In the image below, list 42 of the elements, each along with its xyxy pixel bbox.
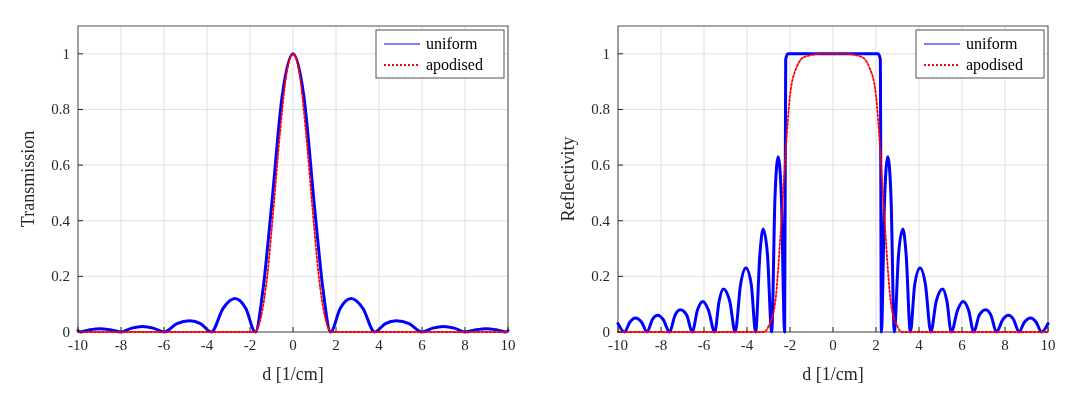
x-tick-label: 2 — [332, 337, 340, 353]
x-axis-title: d [1/cm] — [262, 364, 324, 384]
x-tick-label: 8 — [461, 337, 469, 353]
x-tick-label: -2 — [243, 337, 257, 353]
x-tick-label: -8 — [114, 337, 128, 353]
x-tick-label: 10 — [1040, 337, 1056, 353]
y-tick-label: 0.6 — [591, 157, 611, 174]
x-tick-label: 4 — [375, 337, 384, 353]
y-tick-label: 0.8 — [51, 101, 70, 118]
x-tick-label: -8 — [654, 337, 668, 353]
x-tick-label: 0 — [289, 337, 297, 353]
x-tick-label: 4 — [915, 337, 924, 353]
y-tick-label: 0 — [62, 324, 70, 340]
y-tick-label: 0.6 — [51, 157, 71, 174]
y-tick-label: 0.2 — [51, 268, 70, 285]
x-tick-label: 6 — [958, 337, 967, 353]
y-tick-label: 1 — [62, 45, 70, 62]
legend-label: apodised — [426, 56, 483, 74]
x-tick-label: 10 — [500, 337, 516, 353]
x-tick-label: -10 — [68, 337, 88, 353]
legend-label: apodised — [966, 56, 1023, 74]
x-tick-label: -6 — [157, 337, 171, 353]
y-tick-label: 1 — [602, 45, 610, 62]
x-tick-label: 2 — [872, 337, 880, 353]
legend-label: uniform — [426, 35, 479, 52]
x-tick-label: -4 — [740, 337, 754, 353]
x-tick-label: 0 — [829, 337, 837, 353]
legend-label: uniform — [966, 35, 1019, 52]
y-axis-title: Transmission — [18, 130, 38, 228]
x-tick-label: 8 — [1001, 337, 1009, 353]
x-tick-label: -10 — [608, 337, 628, 353]
x-tick-label: -6 — [697, 337, 711, 353]
y-tick-label: 0 — [602, 324, 610, 340]
y-tick-label: 0.4 — [51, 212, 71, 229]
x-axis-title: d [1/cm] — [802, 364, 864, 384]
y-tick-label: 0.2 — [591, 268, 610, 285]
y-tick-label: 0.8 — [591, 101, 610, 118]
x-tick-label: -4 — [200, 337, 214, 353]
y-axis-title: Reflectivity — [558, 136, 578, 222]
y-tick-label: 0.4 — [591, 212, 611, 229]
x-tick-label: 6 — [418, 337, 427, 353]
x-tick-label: -2 — [783, 337, 797, 353]
